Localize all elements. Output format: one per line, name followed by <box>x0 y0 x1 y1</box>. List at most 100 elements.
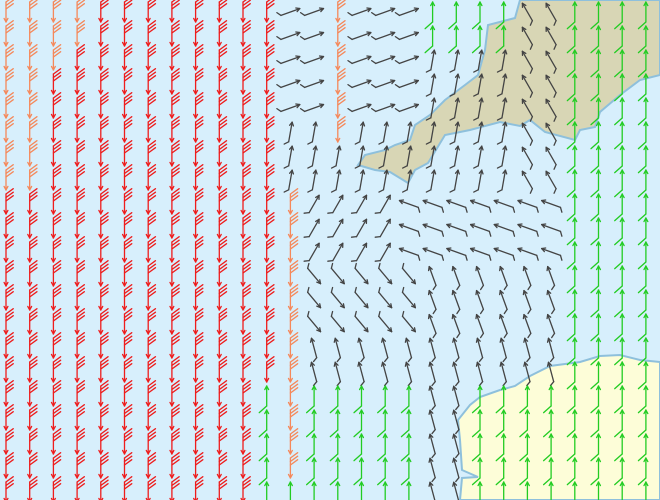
wind-barb <box>475 337 484 363</box>
wind-barb <box>637 193 649 222</box>
wind-barb <box>74 404 86 431</box>
wind-barb <box>287 428 299 455</box>
wind-barb <box>427 289 437 315</box>
wind-barb <box>264 188 275 215</box>
wind-barb <box>521 50 534 74</box>
wind-barb <box>545 2 557 26</box>
wind-barb <box>354 121 366 145</box>
wind-barb <box>27 164 38 191</box>
wind-barb <box>74 20 86 47</box>
wind-barb <box>522 265 532 291</box>
wind-barb <box>545 170 557 194</box>
wind-barb <box>350 218 368 238</box>
wind-barb <box>425 169 437 193</box>
wind-barb <box>473 121 484 145</box>
wind-barb <box>169 236 180 263</box>
wind-barb <box>330 145 342 169</box>
wind-barb <box>402 169 413 193</box>
wind-barb <box>475 265 485 291</box>
wind-barb <box>350 242 368 262</box>
wind-barb <box>566 361 578 390</box>
wind-barb <box>50 140 62 167</box>
wind-barb <box>546 337 555 363</box>
wind-barb <box>382 481 388 500</box>
wind-barb <box>264 308 275 335</box>
wind-barb <box>452 361 460 387</box>
wind-barb <box>381 361 389 387</box>
wind-barb <box>521 170 534 194</box>
wind-barb <box>74 476 86 500</box>
wind-barb <box>216 236 228 263</box>
wind-barb <box>495 433 507 462</box>
wind-barb <box>50 164 62 191</box>
wind-barb <box>169 20 180 47</box>
wind-barb <box>499 361 507 387</box>
wind-barb <box>240 284 251 311</box>
wind-barb <box>428 433 436 459</box>
wind-barb <box>193 356 204 383</box>
wind-barb <box>400 433 412 462</box>
wind-barb <box>546 313 556 339</box>
wind-barb <box>394 31 419 41</box>
wind-barb <box>401 286 416 309</box>
wind-barb <box>590 217 602 246</box>
wind-barb <box>446 199 468 213</box>
wind-barb <box>145 404 157 431</box>
wind-barb <box>309 337 318 363</box>
wind-barb <box>499 265 508 291</box>
wind-barb <box>637 385 649 414</box>
wind-barb <box>428 361 436 387</box>
wind-barb <box>473 73 484 97</box>
wind-barb <box>3 380 14 407</box>
wind-barb <box>566 241 578 270</box>
wind-barb <box>637 145 649 174</box>
wind-barb <box>400 409 412 438</box>
wind-barb <box>590 337 602 366</box>
wind-barb <box>521 74 534 98</box>
wind-barb <box>496 121 508 145</box>
wind-barb <box>471 457 483 486</box>
wind-barb <box>428 385 436 411</box>
wind-barb <box>614 169 625 198</box>
wind-barb <box>469 199 492 213</box>
wind-barb <box>590 361 602 390</box>
wind-barb <box>264 332 275 359</box>
wind-barb <box>216 164 228 191</box>
wind-barb <box>590 193 602 222</box>
wind-barb <box>121 236 133 263</box>
wind-barb <box>145 140 157 167</box>
wind-barb <box>50 380 62 407</box>
wind-barb <box>590 433 602 462</box>
wind-barb <box>425 97 437 121</box>
wind-barb <box>27 44 38 71</box>
wind-barb <box>475 289 485 315</box>
wind-barb <box>637 361 649 390</box>
wind-barb <box>193 452 204 479</box>
wind-barb <box>542 385 554 414</box>
wind-barb <box>216 428 228 455</box>
wind-barb <box>614 193 625 222</box>
wind-barb <box>74 452 86 479</box>
wind-barb <box>27 428 38 455</box>
wind-barb <box>3 188 14 215</box>
wind-barb <box>299 31 325 41</box>
wind-barb <box>347 103 372 113</box>
wind-barb <box>193 308 204 335</box>
wind-barb <box>98 404 109 431</box>
wind-barb <box>216 380 228 407</box>
wind-barb <box>614 49 625 78</box>
wind-barb <box>517 223 539 237</box>
wind-barb <box>566 73 578 102</box>
wind-barb <box>590 25 602 54</box>
wind-barb <box>400 385 412 414</box>
wind-barb <box>169 44 180 71</box>
wind-barb <box>566 265 578 294</box>
wind-barb <box>590 145 602 174</box>
wind-barb <box>424 25 436 54</box>
wind-barb <box>357 337 365 363</box>
wind-barb <box>216 260 228 287</box>
wind-barb <box>98 356 109 383</box>
wind-barb <box>216 356 228 383</box>
